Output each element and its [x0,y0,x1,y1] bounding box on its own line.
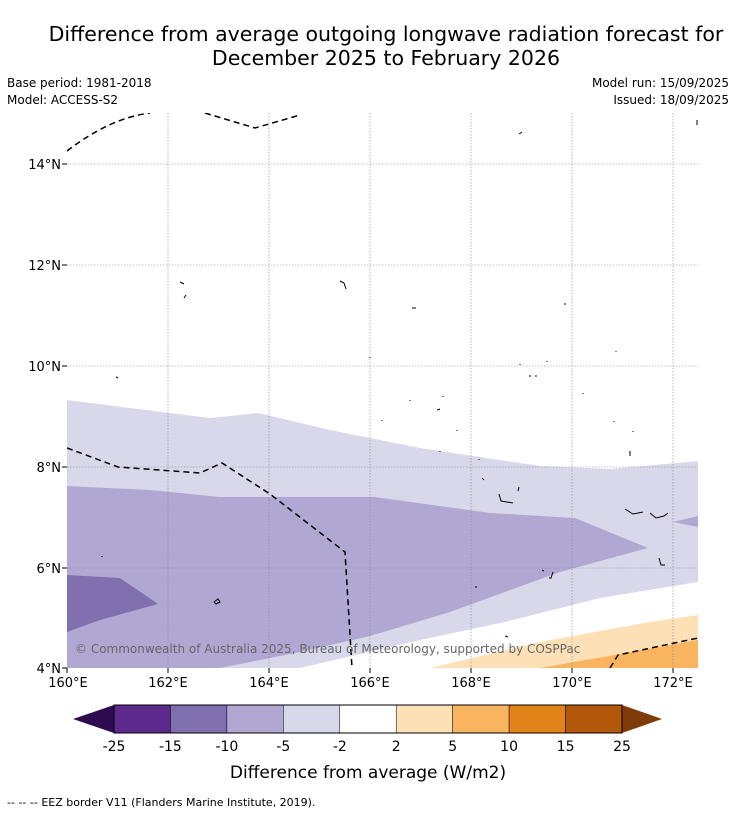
colorbar-frame [113,704,623,734]
title-line-2: December 2025 to February 2026 [211,46,561,70]
lon-label-162e: 162°E [148,676,188,691]
lon-label-170e: 170°E [552,676,592,691]
anomaly-region-minus10-minus5-east [673,516,698,527]
colorbar-tick-2: -10 [215,739,238,755]
colorbar-tick-9: 25 [613,739,631,755]
colorbar-tick-8: 15 [557,739,575,755]
colorbar-cell-5 [395,704,453,734]
colorbar-tick-labels: -25 -15 -10 -5 -2 2 5 10 15 25 [103,739,631,755]
lon-label-164e: 164°E [249,676,289,691]
lat-labels: 4°N 6°N 8°N 10°N 12°N 14°N [28,158,67,677]
copyright-notice: © Commonwealth of Australia 2025, Bureau… [75,642,580,656]
lat-label-10n: 10°N [28,360,61,375]
anomaly-region-minus10-minus5 [67,486,648,668]
colorbar-cell-7 [508,704,566,734]
colorbar-label: Difference from average (W/m2) [230,763,506,783]
colorbar-tick-0: -25 [103,739,126,755]
colorbar-cell-2 [226,704,284,734]
colorbar-overflow-triangle [622,705,662,733]
lat-label-6n: 6°N [37,562,62,577]
lon-label-168e: 168°E [451,676,491,691]
lon-label-160e: 160°E [48,676,88,691]
lat-label-8n: 8°N [37,461,62,476]
colorbar-underflow-triangle [73,705,114,733]
issued-date: Issued: 18/09/2025 [613,93,729,107]
colorbar-cell-0 [113,704,171,734]
model-name: Model: ACCESS-S2 [7,93,119,107]
anomaly-region-minus15-minus10 [67,575,158,632]
meta-left: Base period: 1981-2018 Model: ACCESS-S2 [7,75,152,109]
colorbar: -25 -15 -10 -5 -2 2 5 10 15 25 Differenc… [73,704,662,783]
colorbar-tick-1: -15 [159,739,182,755]
model-run: Model run: 15/09/2025 [591,76,729,90]
colorbar-cell-1 [170,704,228,734]
lat-label-4n: 4°N [37,662,62,677]
colorbar-tick-7: 10 [500,739,518,755]
colorbar-tick-3: -5 [276,739,290,755]
anomaly-region-plus5-plus10 [540,640,698,668]
lon-labels: 160°E 162°E 164°E 166°E 168°E 170°E 172°… [48,668,693,691]
lat-label-12n: 12°N [28,259,61,274]
footer-legend: -- -- -- EEZ border V11 (Flanders Marine… [7,796,315,809]
colorbar-cell-4 [339,704,397,734]
base-period: Base period: 1981-2018 [7,76,152,90]
colorbar-tick-4: -2 [333,739,347,755]
title-line-1: Difference from average outgoing longwav… [48,22,724,46]
colorbar-cells [113,704,623,734]
colorbar-tick-6: 5 [448,739,457,755]
colorbar-tick-5: 2 [392,739,401,755]
meta-right: Model run: 15/09/2025 Issued: 18/09/2025 [592,75,729,109]
map-title: Difference from average outgoing longwav… [0,22,736,70]
colorbar-cell-8 [565,704,623,734]
lon-label-172e: 172°E [653,676,693,691]
eez-legend-symbol: -- -- -- [7,796,38,809]
colorbar-cell-3 [283,704,341,734]
eez-legend-text: EEZ border V11 (Flanders Marine Institut… [41,796,316,809]
map-panel: © Commonwealth of Australia 2025, Bureau… [67,113,698,668]
island-outlines [101,120,698,638]
lat-label-14n: 14°N [28,158,61,173]
colorbar-cell-6 [452,704,510,734]
gridlines [67,113,698,668]
lon-label-166e: 166°E [350,676,390,691]
eez-borders [67,113,698,668]
